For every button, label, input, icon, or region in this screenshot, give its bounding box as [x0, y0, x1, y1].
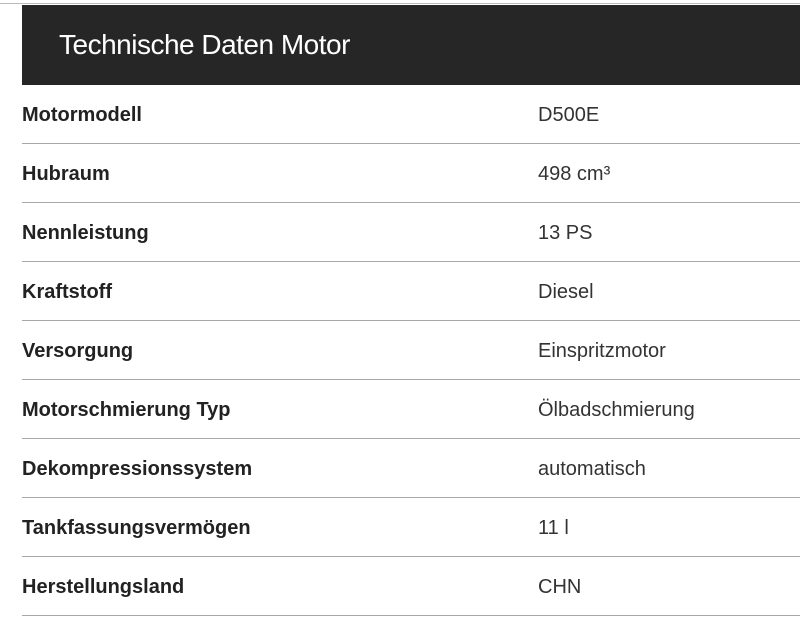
spec-value: CHN [538, 576, 582, 598]
spec-label: Kraftstoff [22, 281, 112, 303]
table-row: Motorschmierung Typ Ölbadschmierung [22, 380, 800, 439]
spec-label: Tankfassungsvermögen [22, 517, 251, 539]
table-row: Kraftstoff Diesel [22, 262, 800, 321]
spec-label: Hubraum [22, 163, 110, 185]
section-title: Technische Daten Motor [59, 29, 350, 60]
table-row: Dekompressionssystem automatisch [22, 439, 800, 498]
table-row: Tankfassungsvermögen 11 l [22, 498, 800, 557]
spec-label: Nennleistung [22, 222, 149, 244]
section-header: Technische Daten Motor [22, 5, 800, 85]
spec-value: Einspritzmotor [538, 340, 666, 362]
spec-value: Ölbadschmierung [538, 399, 695, 421]
spec-value: automatisch [538, 458, 646, 480]
spec-label: Dekompressionssystem [22, 458, 253, 480]
spec-value: 13 PS [538, 222, 593, 244]
spec-label: Versorgung [22, 340, 134, 362]
spec-value: D500E [538, 104, 600, 126]
spec-value: Diesel [538, 281, 594, 303]
spec-value: 11 l [538, 517, 569, 539]
table-row: Herstellungsland CHN [22, 557, 800, 616]
spec-label: Herstellungsland [22, 576, 185, 598]
spec-value: 498 cm³ [538, 163, 611, 185]
spec-label: Motormodell [22, 104, 142, 126]
table-row: Versorgung Einspritzmotor [22, 321, 800, 380]
table-row: Hubraum 498 cm³ [22, 144, 800, 203]
spec-label: Motorschmierung Typ [22, 399, 231, 421]
top-divider [0, 3, 800, 4]
table-row: Motormodell D500E [22, 85, 800, 144]
spec-table: Motormodell D500E Hubraum 498 cm³ Nennleis… [22, 85, 800, 616]
table-row: Nennleistung 13 PS [22, 203, 800, 262]
